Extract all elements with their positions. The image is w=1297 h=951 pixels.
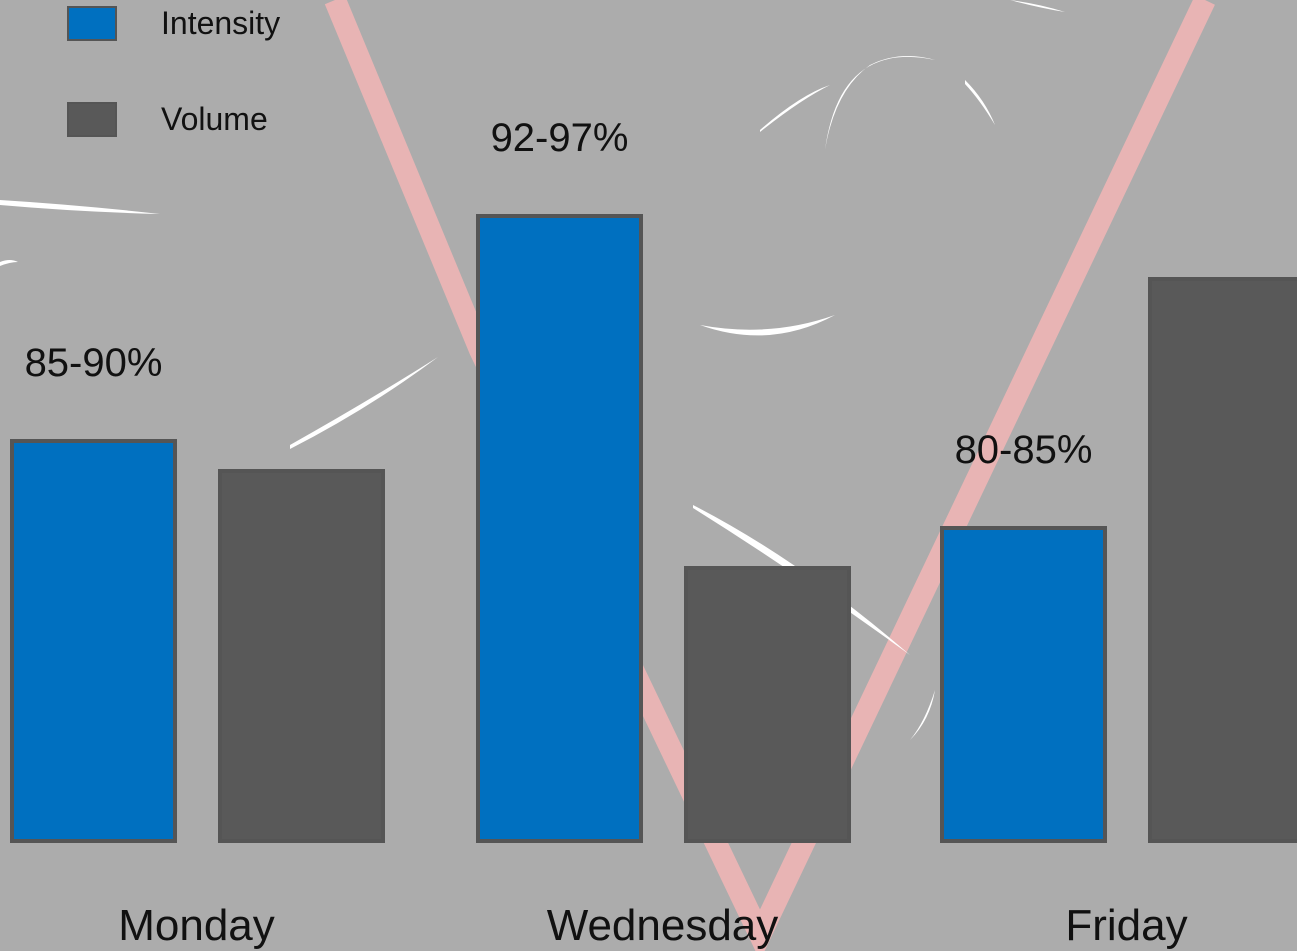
white-streak-5 (825, 56, 935, 150)
white-streak-7 (693, 505, 910, 655)
white-streak-8 (1010, 0, 1065, 12)
category-label-friday: Friday (1065, 901, 1187, 950)
legend-label-intensity: Intensity (161, 5, 281, 41)
legend-swatch-volume (67, 102, 117, 137)
legend-swatch-intensity (67, 6, 117, 41)
bar-volume-monday (218, 469, 385, 843)
white-streak-6 (965, 80, 995, 125)
white-streak-4 (760, 85, 830, 132)
category-label-monday: Monday (118, 901, 275, 950)
bar-intensity-monday (10, 439, 177, 843)
bar-volume-friday (1148, 277, 1297, 843)
white-streak-3 (700, 315, 835, 336)
white-streak-10 (0, 260, 18, 266)
white-streak-2 (290, 357, 438, 449)
white-streak-1 (0, 200, 160, 214)
white-streak-9 (910, 690, 935, 740)
data-label-friday: 80-85% (955, 428, 1093, 472)
data-label-monday: 85-90% (25, 341, 163, 385)
bar-intensity-friday (940, 526, 1107, 843)
category-label-wednesday: Wednesday (547, 901, 779, 950)
bar-intensity-wednesday (476, 214, 643, 843)
bar-volume-wednesday (684, 566, 851, 843)
data-label-wednesday: 92-97% (491, 116, 629, 160)
legend-item-volume: Volume (67, 101, 268, 138)
legend-label-volume: Volume (161, 101, 268, 137)
legend-item-intensity: Intensity (67, 5, 280, 42)
